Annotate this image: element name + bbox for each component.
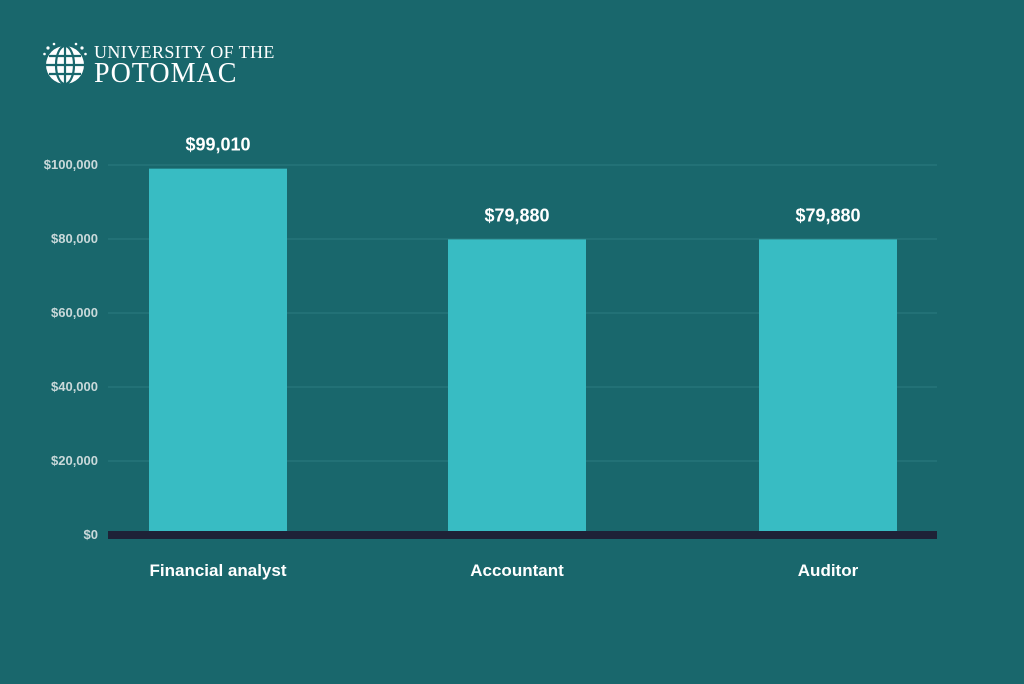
x-axis-baseline <box>108 531 937 539</box>
y-tick-label: $80,000 <box>51 231 98 246</box>
x-category-label: Auditor <box>798 561 859 580</box>
bars <box>149 168 897 535</box>
logo-line-2: POTOMAC <box>94 57 238 89</box>
y-tick-label: $20,000 <box>51 453 98 468</box>
labels: $99,010 Financial analyst $79,880 Accountan… <box>150 135 861 580</box>
university-logo: UNIVERSITY OF THE POTOMAC <box>42 42 275 88</box>
y-tick-label: $60,000 <box>51 305 98 320</box>
globe-icon <box>43 42 87 86</box>
data-label: $79,880 <box>795 205 860 225</box>
bar <box>759 239 897 535</box>
y-tick-label: $0 <box>84 527 98 542</box>
y-axis-ticks: $0 $20,000 $40,000 $60,000 $80,000 $100,000 <box>44 157 98 542</box>
bar <box>448 239 586 535</box>
data-label: $99,010 <box>185 135 250 155</box>
y-tick-label: $40,000 <box>51 379 98 394</box>
x-category-label: Accountant <box>470 561 564 580</box>
bar <box>149 168 287 535</box>
x-category-label: Financial analyst <box>150 561 287 580</box>
y-tick-label: $100,000 <box>44 157 98 172</box>
logo-line-1: UNIVERSITY OF THE <box>94 41 275 62</box>
x-axis-baseline-group <box>108 531 937 539</box>
data-label: $79,880 <box>484 205 549 225</box>
